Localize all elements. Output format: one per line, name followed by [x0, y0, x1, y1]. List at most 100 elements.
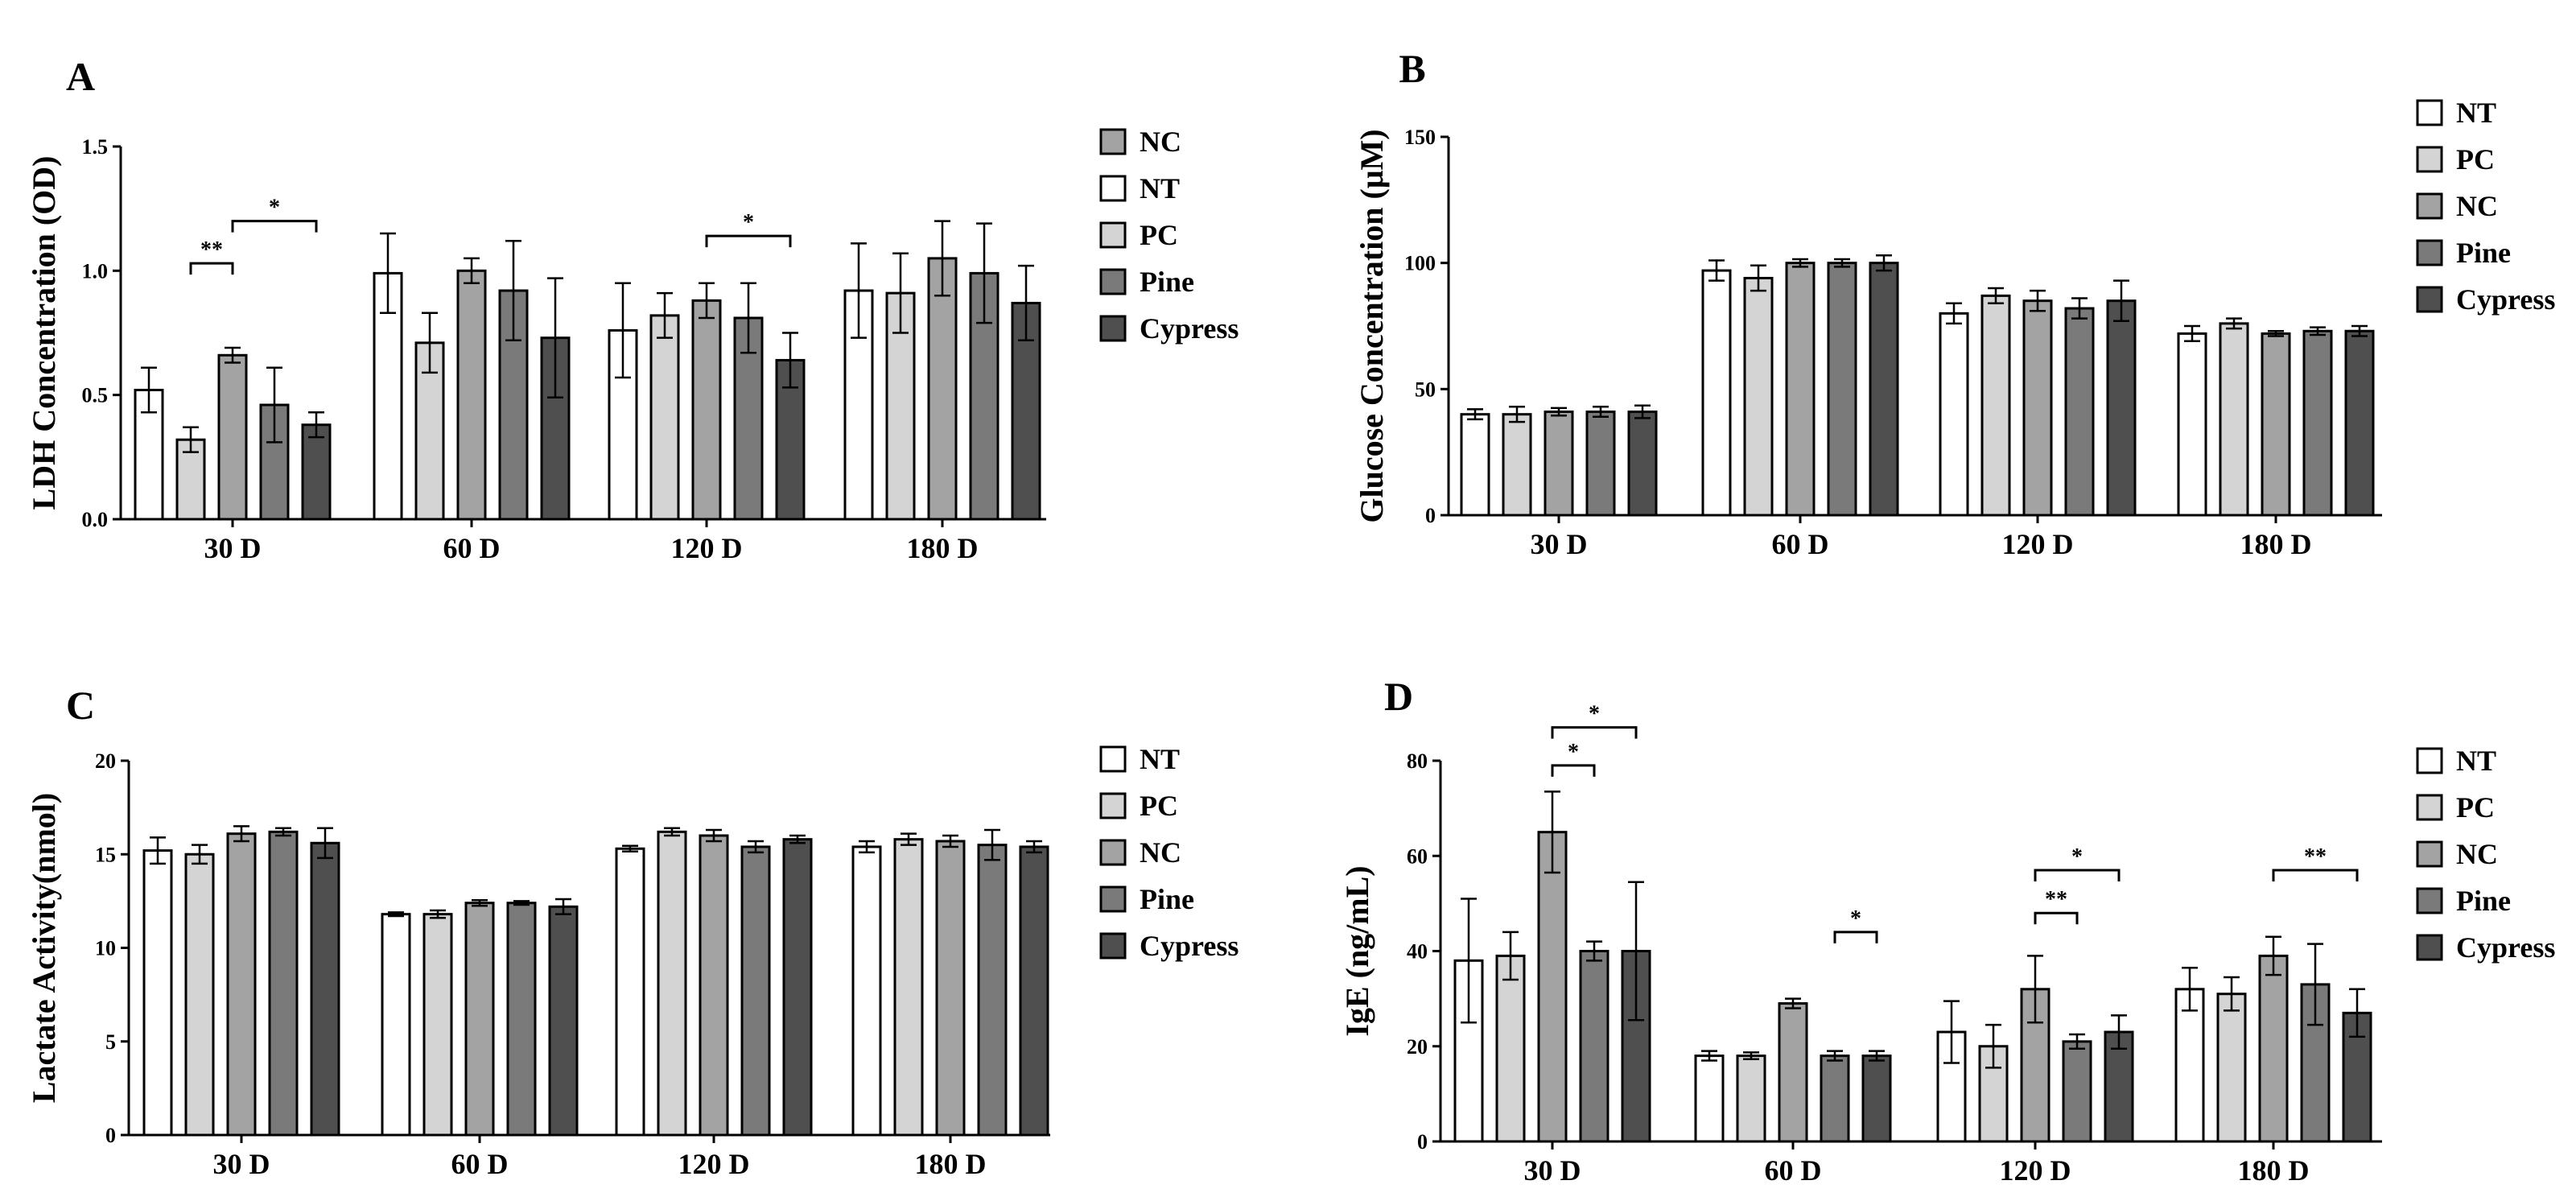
- bar-pine-120d: [2062, 1040, 2092, 1143]
- bar-pine-60d: [1820, 1055, 1850, 1143]
- bar-nc-60d: [456, 269, 487, 521]
- bar-cypress-60d: [1861, 1055, 1892, 1143]
- x-category-label: 60 D: [1772, 528, 1829, 560]
- y-axis-title: Lactate Activity(nmol): [26, 793, 62, 1103]
- panel-a-ldh-chart: A LDH Concentration (OD) 0.0 0.5 1.0 1.5 30 D 6…: [26, 54, 1239, 564]
- bar-pine-120d: [2064, 307, 2095, 517]
- x-category-label: 120 D: [671, 532, 743, 564]
- legend-label-nt: NT: [1140, 743, 1180, 775]
- significance-label: *: [1568, 740, 1579, 765]
- legend-label-nc: NC: [1140, 836, 1181, 869]
- bar-cypress-120d: [2104, 1030, 2134, 1143]
- legend-swatch-nc: [1099, 839, 1127, 866]
- bar-nc-30d: [217, 353, 248, 521]
- x-category-label: 60 D: [1765, 1154, 1822, 1187]
- legend-label-nt: NT: [1140, 172, 1180, 204]
- y-tick-label: 80: [1407, 749, 1428, 773]
- y-tick-label: 0.5: [82, 384, 109, 407]
- bar-pc-180d: [2216, 993, 2247, 1143]
- panel-letter: D: [1384, 674, 1413, 719]
- y-axis-title: LDH Concentration (OD): [26, 156, 62, 510]
- panel-letter: A: [66, 54, 95, 99]
- legend-label-nc: NC: [1140, 126, 1181, 158]
- significance-label: *: [743, 210, 754, 235]
- bar-pc-60d: [422, 913, 453, 1137]
- bar-pc-30d: [184, 852, 215, 1137]
- significance-label: *: [269, 196, 280, 221]
- bar-nc-60d: [1778, 1002, 1808, 1143]
- legend-swatch-nt: [1099, 175, 1127, 202]
- bar-nt-120d: [1939, 312, 1969, 517]
- x-category-label: 180 D: [907, 532, 979, 564]
- x-category-label: 180 D: [915, 1148, 987, 1180]
- legend-swatch-pine: [2416, 239, 2443, 266]
- significance-bracket: [1551, 726, 1638, 739]
- panel-b-glucose-chart: B Glucose Concentration (μM) 0 50 100 150 30 D…: [1354, 46, 2555, 560]
- legend-swatch-nt: [1099, 745, 1127, 773]
- significance-bracket: [231, 220, 318, 233]
- legend-swatch-nc: [1099, 128, 1127, 155]
- bar-pc-180d: [2219, 322, 2249, 517]
- x-category-label: 60 D: [443, 532, 501, 564]
- significance-label: *: [1589, 702, 1600, 727]
- y-tick-label: 1.0: [82, 259, 109, 283]
- bar-nt-60d: [381, 913, 411, 1137]
- bar-nt-60d: [373, 271, 403, 521]
- significance-label: **: [2045, 887, 2067, 912]
- legend-swatch-cypress: [1099, 315, 1127, 342]
- bar-nc-120d: [699, 834, 729, 1137]
- significance-bracket: [2272, 869, 2359, 881]
- bar-nc-120d: [691, 299, 722, 521]
- legend-swatch-cypress: [2416, 934, 2443, 961]
- bar-pine-180d: [2302, 329, 2333, 517]
- legend-swatch-nt: [2416, 99, 2443, 126]
- bar-cypress-180d: [2342, 1011, 2372, 1143]
- y-tick-label: 40: [1407, 940, 1428, 964]
- x-category-label: 120 D: [678, 1148, 750, 1180]
- bar-cypress-30d: [310, 841, 340, 1137]
- x-category-label: 120 D: [2000, 1154, 2071, 1187]
- legend-label-pc: PC: [1140, 790, 1178, 822]
- legend-label-pc: PC: [1140, 219, 1178, 251]
- bar-nc-30d: [226, 832, 257, 1137]
- bar-nc-30d: [1544, 411, 1574, 517]
- panel-c-lactate-chart: C Lactate Activity(nmol) 0 5 10 15 20 30 D 60 D 1…: [26, 683, 1239, 1180]
- bar-nt-30d: [1460, 413, 1490, 517]
- y-tick-label: 50: [1415, 378, 1436, 401]
- legend-swatch-pc: [2416, 794, 2443, 821]
- significance-bracket: [2034, 911, 2079, 925]
- bar-pine-180d: [977, 844, 1008, 1137]
- y-tick-label: 0.0: [82, 508, 109, 531]
- bar-cypress-120d: [782, 838, 813, 1137]
- legend-swatch-pine: [2416, 887, 2443, 914]
- significance-bracket: [1833, 931, 1878, 943]
- bar-pc-180d: [893, 838, 924, 1137]
- y-tick-label: 100: [1404, 252, 1436, 275]
- significance-label: *: [1850, 906, 1861, 931]
- bar-nt-120d: [615, 847, 645, 1137]
- bar-pine-30d: [268, 830, 299, 1137]
- bar-cypress-120d: [2106, 299, 2137, 517]
- legend-label-nt: NT: [2456, 745, 2496, 777]
- bar-pc-60d: [1743, 276, 1774, 517]
- bar-pine-120d: [740, 845, 771, 1137]
- bar-nc-180d: [2261, 332, 2291, 517]
- bar-pine-60d: [1827, 262, 1857, 517]
- legend-label-pine: Pine: [2456, 237, 2511, 269]
- significance-bracket: [2034, 869, 2121, 881]
- bar-pc-60d: [1736, 1055, 1766, 1143]
- bar-pc-30d: [1495, 954, 1526, 1143]
- legend-label-cypress: Cypress: [2456, 931, 2555, 964]
- legend-swatch-nt: [2416, 747, 2443, 774]
- legend-label-cypress: Cypress: [2456, 283, 2555, 316]
- panel-letter: C: [66, 683, 95, 728]
- bar-nt-180d: [851, 845, 882, 1137]
- x-category-label: 120 D: [2002, 528, 2074, 560]
- bar-pine-30d: [1585, 411, 1616, 517]
- legend-label-nt: NT: [2456, 97, 2496, 129]
- significance-label: *: [2071, 844, 2083, 869]
- legend-label-pine: Pine: [1140, 883, 1194, 915]
- x-category-label: 30 D: [1531, 528, 1588, 560]
- legend-label-pine: Pine: [1140, 266, 1194, 298]
